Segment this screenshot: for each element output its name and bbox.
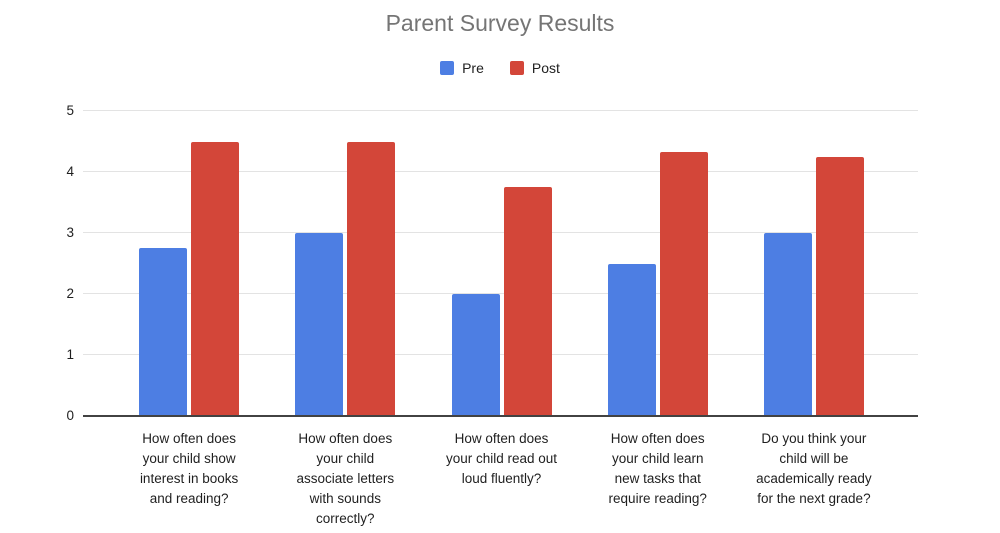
bar-groups bbox=[111, 111, 892, 416]
x-axis-labels: How often does your child show interest … bbox=[111, 429, 892, 529]
x-axis-line bbox=[83, 415, 918, 417]
bar-group bbox=[111, 111, 267, 416]
y-tick-label: 3 bbox=[66, 225, 74, 240]
gridline bbox=[83, 110, 918, 111]
bar-group bbox=[736, 111, 892, 416]
legend-label-pre: Pre bbox=[462, 60, 484, 76]
y-tick-label: 5 bbox=[66, 103, 74, 118]
bar-post bbox=[191, 141, 240, 416]
legend: Pre Post bbox=[0, 60, 1000, 76]
gridline bbox=[83, 293, 918, 294]
gridline bbox=[83, 354, 918, 355]
x-axis-label: How often does your child show interest … bbox=[139, 431, 239, 506]
bar-pre bbox=[451, 294, 500, 416]
bar-pre bbox=[763, 233, 812, 416]
bar-group bbox=[423, 111, 579, 416]
legend-item-pre: Pre bbox=[440, 60, 484, 76]
x-axis-label: How often does your child read out loud … bbox=[445, 431, 558, 486]
legend-label-post: Post bbox=[531, 60, 560, 76]
x-axis-label: How often does your child learn new task… bbox=[608, 431, 707, 506]
y-tick-label: 2 bbox=[66, 286, 74, 301]
legend-item-post: Post bbox=[509, 60, 560, 76]
bar-post bbox=[347, 141, 396, 416]
y-tick-label: 1 bbox=[66, 347, 74, 362]
bar-pre bbox=[139, 248, 188, 416]
bar-post bbox=[659, 151, 708, 416]
gridline bbox=[83, 171, 918, 172]
plot-area: How often does your child show interest … bbox=[66, 103, 918, 526]
bar-pre bbox=[607, 263, 656, 416]
x-axis-label: Do you think your child will be academic… bbox=[756, 431, 872, 506]
bar-post bbox=[815, 156, 864, 416]
x-axis-label: How often does your child associate lett… bbox=[296, 431, 395, 526]
bar-post bbox=[503, 187, 552, 416]
y-tick-label: 0 bbox=[66, 408, 74, 423]
chart-title: Parent Survey Results bbox=[385, 10, 615, 36]
bar-pre bbox=[295, 233, 344, 416]
bar-group bbox=[580, 111, 736, 416]
y-tick-label: 4 bbox=[66, 164, 74, 179]
gridline bbox=[83, 232, 918, 233]
pre-series-swatch-icon bbox=[440, 61, 455, 75]
post-series-swatch-icon bbox=[509, 61, 524, 75]
bar-group bbox=[267, 111, 423, 416]
